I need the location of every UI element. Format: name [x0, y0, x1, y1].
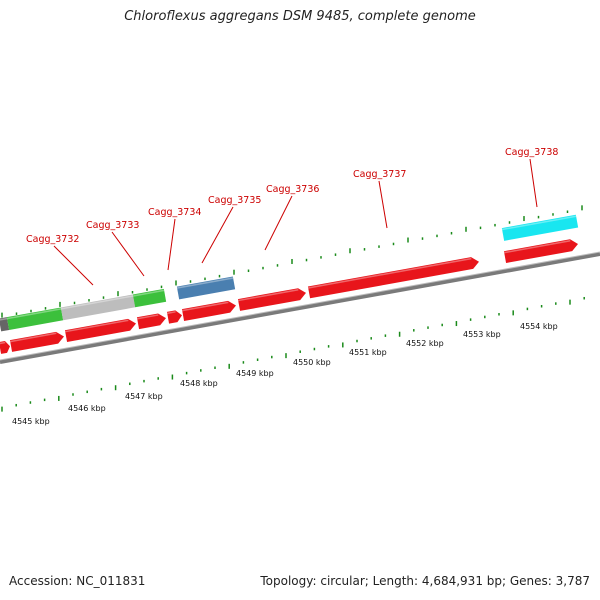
feature-cagg-3735-shine [176, 277, 234, 289]
gene-label-leader [167, 218, 176, 271]
cds-cagg-3734 [136, 313, 166, 330]
cds-cagg-3738 [503, 239, 578, 264]
gene-label: Cagg_3734 [148, 207, 201, 218]
feature-cagg-3734-shine [132, 289, 165, 297]
feature-cagg-3734 [132, 288, 167, 308]
scale-kbp-label: 4553 kbp [463, 330, 501, 339]
gene-label-leader [264, 195, 293, 251]
cds-cagg-3736 [237, 288, 306, 311]
gene-label: Cagg_3732 [26, 234, 79, 245]
gene-label: Cagg_3736 [266, 184, 319, 195]
gene-label: Cagg_3738 [505, 147, 558, 158]
genome-backbone-highlight [0, 251, 600, 361]
scale-kbp-label: 4547 kbp [125, 392, 163, 401]
gene-label: Cagg_3735 [208, 195, 261, 206]
scale-kbp-label: 4554 kbp [520, 322, 558, 331]
gene-label-leader [378, 180, 388, 229]
cds-cagg-3733-shine [65, 319, 129, 333]
accession-text: Accession: NC_011831 [9, 574, 146, 588]
feature-cagg-3738-marker [501, 214, 579, 241]
map-title: Chloroflexus aggregans DSM 9485, complet… [124, 9, 476, 24]
feature-upstream [0, 317, 10, 332]
gene-label: Cagg_3733 [86, 220, 139, 231]
feature-cagg-3732-shine [6, 308, 62, 320]
cds-cagg-3735-shine [182, 301, 229, 312]
cds-small-shine [167, 311, 176, 315]
gene-label: Cagg_3737 [353, 169, 406, 180]
cds-cagg-3734-shine [137, 314, 159, 320]
gene-label-leader [53, 245, 94, 286]
cds-cagg-3737-shine [308, 257, 472, 289]
cds-cagg-3732-shine [10, 332, 57, 343]
feature-cagg-3735 [176, 276, 236, 300]
cds-cagg-3738-shine [504, 240, 571, 254]
cds-upstream-shine [0, 341, 6, 345]
cds-cagg-3737 [307, 257, 479, 299]
cds-small [166, 310, 182, 324]
feature-cagg-3738-marker-shine [501, 215, 577, 231]
scale-kbp-label: 4552 kbp [406, 339, 444, 348]
cds-cagg-3733 [64, 318, 136, 343]
feature-cagg-3732 [6, 307, 64, 330]
gene-label-leader [111, 231, 145, 277]
cds-cagg-3735 [181, 300, 236, 321]
genome-summary-text: Topology: circular; Length: 4,684,931 bp… [260, 574, 590, 588]
scale-kbp-label: 4548 kbp [180, 379, 218, 388]
scale-kbp-label: 4545 kbp [12, 417, 50, 426]
genome-backbone [0, 252, 600, 364]
feature-cagg-3733 [60, 294, 136, 321]
cds-cagg-3736-shine [238, 288, 299, 302]
scale-kbp-label: 4551 kbp [349, 348, 387, 357]
gene-label-leader [529, 158, 538, 208]
feature-cagg-3733-shine [60, 295, 134, 310]
feature-upstream-shine [0, 317, 8, 321]
scale-kbp-label: 4550 kbp [293, 358, 331, 367]
cds-cagg-3732 [9, 331, 65, 352]
cds-upstream [0, 341, 10, 354]
scale-kbp-label: 4549 kbp [236, 369, 274, 378]
scale-kbp-label: 4546 kbp [68, 404, 106, 413]
gene-label-leader [201, 206, 234, 264]
